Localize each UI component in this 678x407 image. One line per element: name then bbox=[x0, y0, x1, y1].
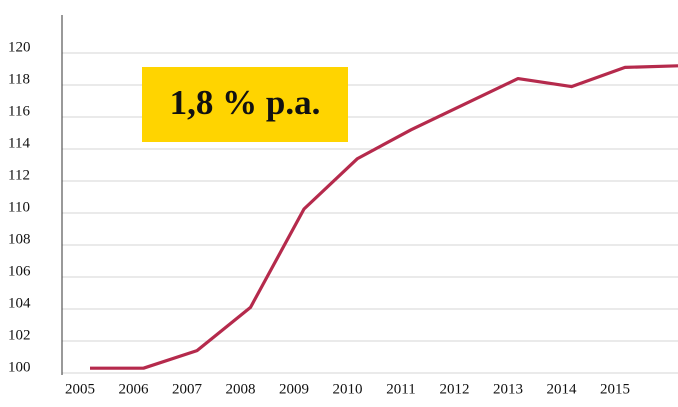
y-tick-label: 102 bbox=[8, 327, 31, 343]
y-tick-label: 100 bbox=[8, 359, 31, 375]
y-tick-label: 114 bbox=[8, 135, 30, 151]
x-tick-label: 2011 bbox=[386, 381, 415, 397]
x-tick-label: 2005 bbox=[65, 381, 95, 397]
x-tick-label: 2014 bbox=[547, 381, 578, 397]
y-tick-label: 112 bbox=[8, 167, 30, 183]
y-tick-label: 104 bbox=[8, 295, 31, 311]
x-tick-label: 2010 bbox=[333, 381, 363, 397]
y-tick-label: 118 bbox=[8, 71, 30, 87]
y-tick-label: 120 bbox=[8, 39, 31, 55]
x-tick-label: 2006 bbox=[119, 381, 150, 397]
y-tick-label: 110 bbox=[8, 199, 30, 215]
annotation: 1,8 % p.a. bbox=[170, 83, 321, 122]
y-tick-label: 106 bbox=[8, 263, 31, 279]
x-tick-label: 2008 bbox=[226, 381, 256, 397]
x-tick-label: 2013 bbox=[493, 381, 523, 397]
annotation-box bbox=[142, 67, 348, 142]
line bbox=[90, 64, 678, 370]
y-tick-label: 116 bbox=[8, 103, 30, 119]
x-tick-label: 2012 bbox=[440, 381, 470, 397]
x-tick-label: 2009 bbox=[279, 381, 309, 397]
x-tick-label: 2015 bbox=[600, 381, 630, 397]
x-tick-label: 2007 bbox=[172, 381, 203, 397]
y-tick-label: 108 bbox=[8, 231, 31, 247]
